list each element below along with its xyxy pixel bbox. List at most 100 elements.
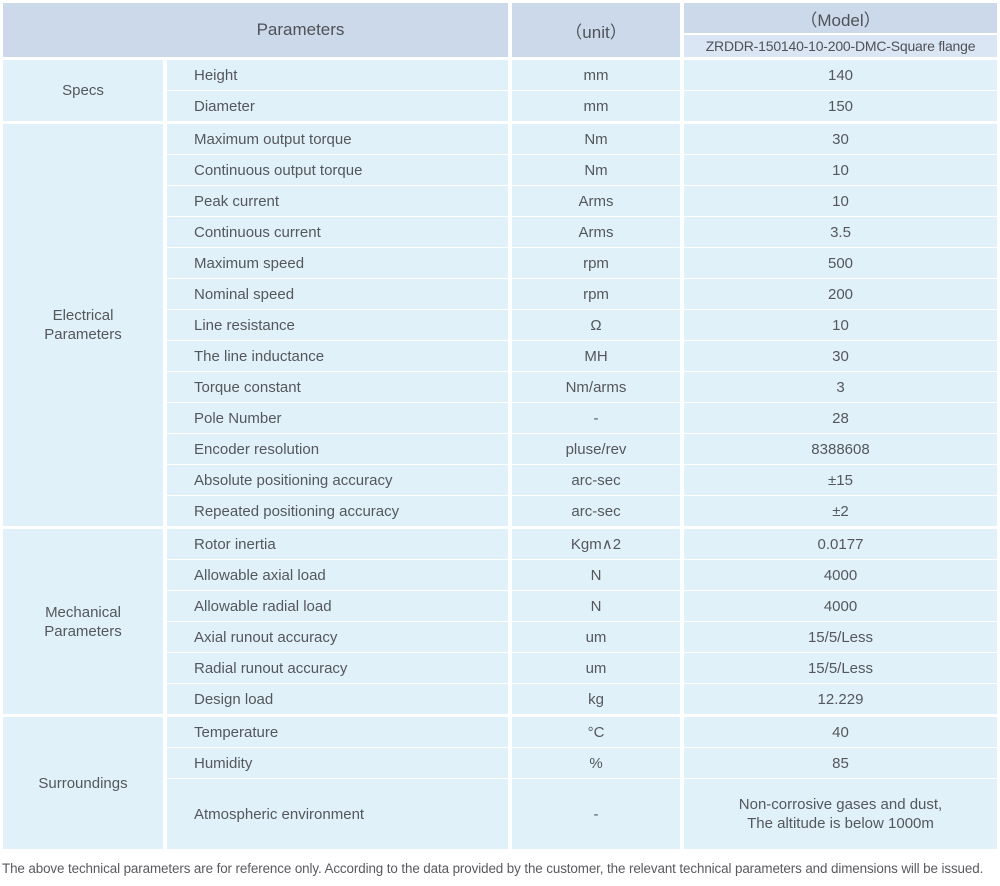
param-name-cell: Absolute positioning accuracy bbox=[167, 465, 508, 495]
footer-note: The above technical parameters are for r… bbox=[2, 861, 984, 876]
table-row: Line resistance Ω 10 bbox=[167, 310, 997, 340]
param-name-cell: Pole Number bbox=[167, 403, 508, 433]
value-cell: 10 bbox=[684, 186, 997, 216]
table-row: Allowable axial load N 4000 bbox=[167, 560, 997, 590]
value-cell: 150 bbox=[684, 91, 997, 121]
param-name-cell: Design load bbox=[167, 684, 508, 714]
table-row: Temperature °C 40 bbox=[167, 717, 997, 747]
param-name-cell: Continuous output torque bbox=[167, 155, 508, 185]
value-cell: 4000 bbox=[684, 560, 997, 590]
unit-cell: arc-sec bbox=[512, 465, 680, 495]
param-name-cell: Line resistance bbox=[167, 310, 508, 340]
value-cell: 3.5 bbox=[684, 217, 997, 247]
unit-cell: Kgm∧2 bbox=[512, 529, 680, 559]
param-name-cell: Rotor inertia bbox=[167, 529, 508, 559]
value-cell: 0.0177 bbox=[684, 529, 997, 559]
value-cell: 4000 bbox=[684, 591, 997, 621]
unit-cell: N bbox=[512, 591, 680, 621]
table-row: Pole Number - 28 bbox=[167, 403, 997, 433]
group-label: Mechanical Parameters bbox=[3, 529, 163, 714]
group-surroundings: Surroundings Temperature °C 40 Humidity … bbox=[3, 717, 997, 849]
unit-cell: kg bbox=[512, 684, 680, 714]
group-mechanical-parameters: Mechanical Parameters Rotor inertia Kgm∧… bbox=[3, 529, 997, 714]
header-parameters: Parameters bbox=[3, 3, 508, 57]
group-label: Specs bbox=[3, 60, 163, 121]
unit-cell: - bbox=[512, 403, 680, 433]
unit-cell: mm bbox=[512, 91, 680, 121]
table-row: Diameter mm 150 bbox=[167, 91, 997, 121]
table-row: Torque constant Nm/arms 3 bbox=[167, 372, 997, 402]
value-cell: 8388608 bbox=[684, 434, 997, 464]
unit-cell: mm bbox=[512, 60, 680, 90]
unit-cell: Arms bbox=[512, 186, 680, 216]
value-cell: 500 bbox=[684, 248, 997, 278]
value-cell: 15/5/Less bbox=[684, 653, 997, 683]
param-name-cell: Nominal speed bbox=[167, 279, 508, 309]
unit-cell: °C bbox=[512, 717, 680, 747]
value-cell: 10 bbox=[684, 310, 997, 340]
unit-cell: Nm/arms bbox=[512, 372, 680, 402]
param-name-cell: Atmospheric environment bbox=[167, 779, 508, 849]
header-model-value: ZRDDR-150140-10-200-DMC-Square flange bbox=[684, 35, 997, 57]
unit-cell: Nm bbox=[512, 155, 680, 185]
unit-cell: - bbox=[512, 779, 680, 849]
value-cell: 3 bbox=[684, 372, 997, 402]
param-name-cell: Peak current bbox=[167, 186, 508, 216]
param-name-cell: Temperature bbox=[167, 717, 508, 747]
unit-cell: Nm bbox=[512, 124, 680, 154]
value-cell: 85 bbox=[684, 748, 997, 778]
param-name-cell: Continuous current bbox=[167, 217, 508, 247]
param-name-cell: Torque constant bbox=[167, 372, 508, 402]
value-cell: Non-corrosive gases and dust, The altitu… bbox=[684, 779, 997, 849]
param-name-cell: Encoder resolution bbox=[167, 434, 508, 464]
header-model: （Model） ZRDDR-150140-10-200-DMC-Square f… bbox=[684, 3, 997, 57]
table-row: Allowable radial load N 4000 bbox=[167, 591, 997, 621]
group-electrical-parameters: Electrical Parameters Maximum output tor… bbox=[3, 124, 997, 526]
unit-cell: um bbox=[512, 653, 680, 683]
table-row: Encoder resolution pluse/rev 8388608 bbox=[167, 434, 997, 464]
group-label: Electrical Parameters bbox=[3, 124, 163, 526]
param-name-cell: Humidity bbox=[167, 748, 508, 778]
table-row: Continuous current Arms 3.5 bbox=[167, 217, 997, 247]
unit-cell: pluse/rev bbox=[512, 434, 680, 464]
value-cell: 200 bbox=[684, 279, 997, 309]
table-row: Absolute positioning accuracy arc-sec ±1… bbox=[167, 465, 997, 495]
table-row: Repeated positioning accuracy arc-sec ±2 bbox=[167, 496, 997, 526]
unit-cell: N bbox=[512, 560, 680, 590]
param-name-cell: Diameter bbox=[167, 91, 508, 121]
value-cell: 28 bbox=[684, 403, 997, 433]
table-row: Axial runout accuracy um 15/5/Less bbox=[167, 622, 997, 652]
table-row: Maximum speed rpm 500 bbox=[167, 248, 997, 278]
value-cell: 10 bbox=[684, 155, 997, 185]
table-row: Atmospheric environment - Non-corrosive … bbox=[167, 779, 997, 849]
value-cell: 140 bbox=[684, 60, 997, 90]
value-cell: ±15 bbox=[684, 465, 997, 495]
param-name-cell: Radial runout accuracy bbox=[167, 653, 508, 683]
table-header: Parameters （unit） （Model） ZRDDR-150140-1… bbox=[3, 3, 997, 57]
value-cell: 12.229 bbox=[684, 684, 997, 714]
unit-cell: um bbox=[512, 622, 680, 652]
spec-table: Parameters （unit） （Model） ZRDDR-150140-1… bbox=[3, 3, 997, 849]
header-unit: （unit） bbox=[512, 3, 680, 57]
param-name-cell: Repeated positioning accuracy bbox=[167, 496, 508, 526]
param-name-cell: Axial runout accuracy bbox=[167, 622, 508, 652]
param-name-cell: Allowable axial load bbox=[167, 560, 508, 590]
unit-cell: rpm bbox=[512, 248, 680, 278]
table-row: Peak current Arms 10 bbox=[167, 186, 997, 216]
param-name-cell: Height bbox=[167, 60, 508, 90]
unit-cell: arc-sec bbox=[512, 496, 680, 526]
table-row: The line inductance MH 30 bbox=[167, 341, 997, 371]
param-name-cell: The line inductance bbox=[167, 341, 508, 371]
table-row: Nominal speed rpm 200 bbox=[167, 279, 997, 309]
table-row: Humidity % 85 bbox=[167, 748, 997, 778]
param-name-cell: Allowable radial load bbox=[167, 591, 508, 621]
unit-cell: Ω bbox=[512, 310, 680, 340]
table-row: Radial runout accuracy um 15/5/Less bbox=[167, 653, 997, 683]
unit-cell: Arms bbox=[512, 217, 680, 247]
unit-cell: rpm bbox=[512, 279, 680, 309]
table-row: Design load kg 12.229 bbox=[167, 684, 997, 714]
param-name-cell: Maximum output torque bbox=[167, 124, 508, 154]
value-cell: 15/5/Less bbox=[684, 622, 997, 652]
header-model-label: （Model） bbox=[684, 3, 997, 33]
table-row: Maximum output torque Nm 30 bbox=[167, 124, 997, 154]
